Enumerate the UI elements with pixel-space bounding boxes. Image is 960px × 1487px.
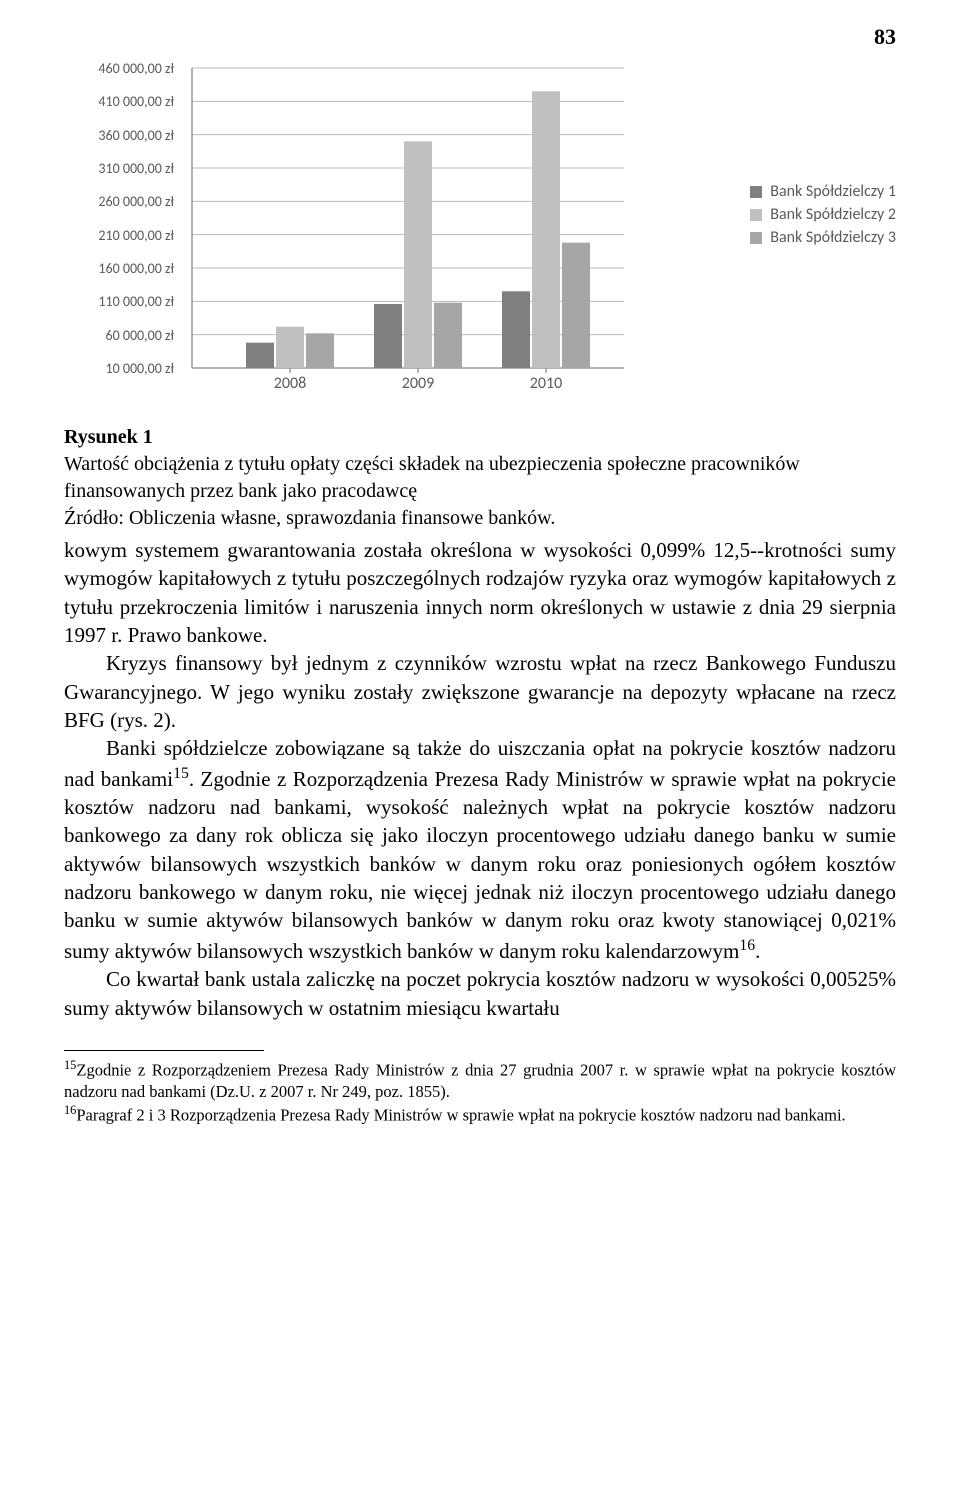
y-tick-label: 10 000,00 zł <box>64 360 174 377</box>
footnote-15: 15Zgodnie z Rozporządzeniem Prezesa Rady… <box>64 1057 896 1102</box>
y-tick-label: 360 000,00 zł <box>64 127 174 144</box>
footnote-rule <box>64 1050 264 1051</box>
footnote-16: 16Paragraf 2 i 3 Rozporządzenia Prezesa … <box>64 1102 896 1126</box>
legend-item: Bank Spółdzielczy 1 <box>750 182 896 201</box>
paragraph-3-b: . Zgodnie z Rozporządzenia Prezesa Rady … <box>64 767 896 963</box>
figure-caption-text: Wartość obciążenia z tytułu opłaty częśc… <box>64 453 800 502</box>
y-tick-label: 60 000,00 zł <box>64 327 174 344</box>
legend-swatch <box>750 186 762 198</box>
figure-source: Źródło: Obliczenia własne, sprawozdania … <box>64 507 555 529</box>
page: 83 Bank Spółdzielczy 1Bank Spółdzielczy … <box>0 0 960 1174</box>
page-number: 83 <box>64 24 896 50</box>
revenue-bar-chart: Bank Spółdzielczy 1 Bank Spółdzielczy 2 Ba… <box>64 58 896 408</box>
body-text: kowym systemem gwarantowania została okr… <box>64 536 896 1022</box>
x-tick-label: 2008 <box>260 374 320 393</box>
y-tick-label: 260 000,00 zł <box>64 193 174 210</box>
figure-label: Rysunek 1 <box>64 426 153 448</box>
footnote-ref-16: 16 <box>739 937 755 954</box>
footnote-16-text: Paragraf 2 i 3 Rozporządzenia Prezesa Ra… <box>76 1106 845 1125</box>
paragraph-3-c: . <box>755 939 760 963</box>
legend-item: Bank Spółdzielczy 3 <box>750 228 896 247</box>
paragraph-3: Banki spółdzielcze zobowiązane są także … <box>64 734 896 965</box>
x-tick-label: 2010 <box>516 374 576 393</box>
chart-legend: Bank Spółdzielczy 1 Bank Spółdzielczy 2 Ba… <box>750 178 896 251</box>
paragraph-2: Kryzys finansowy był jednym z czynników … <box>64 649 896 734</box>
legend-label: Bank Spółdzielczy 3 <box>770 228 896 247</box>
paragraph-4: Co kwartał bank ustala zaliczkę na pocze… <box>64 965 896 1022</box>
legend-label: Bank Spółdzielczy 1 <box>770 182 896 201</box>
legend-label: Bank Spółdzielczy 2 <box>770 205 896 224</box>
y-tick-label: 460 000,00 zł <box>64 60 174 77</box>
y-tick-label: 210 000,00 zł <box>64 227 174 244</box>
x-tick-label: 2009 <box>388 374 448 393</box>
legend-swatch <box>750 209 762 221</box>
footnote-ref-15: 15 <box>173 765 189 782</box>
footnotes: 15Zgodnie z Rozporządzeniem Prezesa Rady… <box>64 1050 896 1126</box>
y-tick-label: 110 000,00 zł <box>64 293 174 310</box>
y-tick-label: 310 000,00 zł <box>64 160 174 177</box>
y-tick-label: 410 000,00 zł <box>64 93 174 110</box>
figure-caption: Rysunek 1 Wartość obciążenia z tytułu op… <box>64 424 896 532</box>
footnote-15-text: Zgodnie z Rozporządzeniem Prezesa Rady M… <box>64 1060 896 1100</box>
legend-swatch <box>750 232 762 244</box>
footnote-16-num: 16 <box>64 1103 76 1117</box>
paragraph-1: kowym systemem gwarantowania została okr… <box>64 536 896 649</box>
legend-item: Bank Spółdzielczy 2 <box>750 205 896 224</box>
footnote-15-num: 15 <box>64 1058 76 1072</box>
y-tick-label: 160 000,00 zł <box>64 260 174 277</box>
